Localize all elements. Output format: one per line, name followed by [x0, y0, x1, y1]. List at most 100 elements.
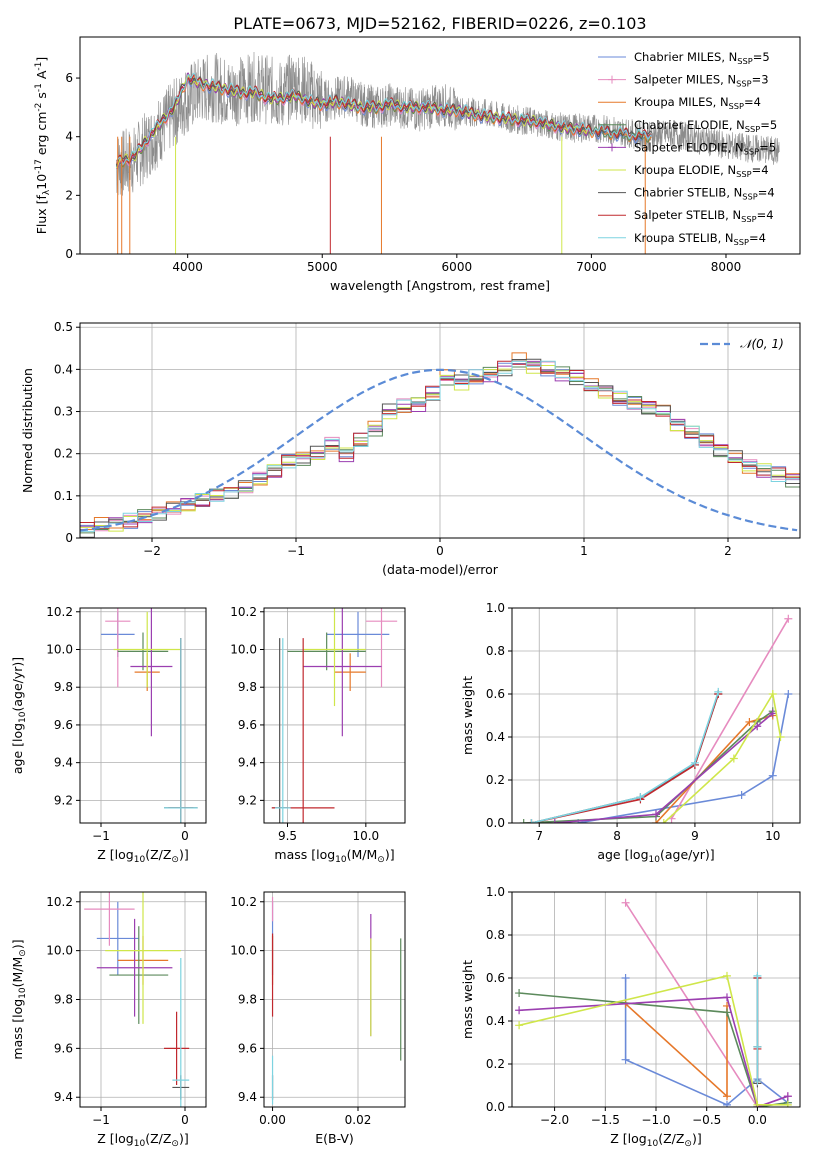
data-spectrum-line — [116, 51, 780, 196]
label-fragment: Z [log — [97, 847, 133, 862]
y-tick-label: 0.6 — [486, 971, 505, 985]
weight-marker — [621, 898, 630, 907]
y-tick-label: 9.4 — [238, 756, 257, 770]
weight-line — [554, 712, 774, 823]
label-fragment: 10 — [34, 174, 49, 190]
y-tick-label: 0 — [65, 247, 73, 261]
axes-frame — [263, 607, 406, 824]
label-fragment: Chabrier ELODIE, N — [634, 118, 745, 132]
label-fragment: A — [34, 70, 49, 83]
legend-label: Kroupa STELIB, NSSP=4 — [634, 231, 766, 247]
label-fragment: mass [log — [10, 999, 25, 1060]
y-tick-label: 0.0 — [486, 816, 505, 830]
weight-marker — [776, 733, 785, 741]
weight-marker — [527, 819, 536, 823]
y-axis-label: Flux [fλ10-17 erg cm-2 s-1 A-1] — [34, 57, 52, 235]
label-fragment: 10 — [18, 987, 28, 999]
x-tick-label: 8000 — [711, 260, 742, 274]
weight-marker — [753, 1100, 762, 1107]
weight-marker — [515, 989, 524, 998]
label-fragment: (Z/Z — [658, 1131, 684, 1146]
label-fragment: =3 — [752, 73, 769, 87]
weight-marker — [783, 1100, 792, 1107]
y-tick-label: 9.8 — [238, 993, 257, 1007]
y-tick-label: 9.6 — [238, 718, 257, 732]
plot-area — [115, 51, 780, 254]
x-axis-label: Z [log10(Z/Z⊙)] — [97, 1131, 188, 1149]
weight-marker — [659, 819, 668, 823]
model-spectrum-line — [116, 74, 592, 169]
legend-label: Salpeter ELODIE, NSSP=5 — [634, 140, 776, 156]
label-fragment: mass weight — [460, 960, 475, 1039]
y-tick-label: 9.8 — [54, 680, 73, 694]
axes-frame — [79, 36, 801, 255]
label-fragment: Salpeter ELODIE, N — [634, 140, 744, 154]
plot-area — [84, 892, 190, 1107]
weight-marker — [621, 974, 630, 982]
y-tick-label: 10.0 — [46, 642, 73, 656]
panel-spectrum: 4000 5000 6000 7000 8000 0 2 4 6 wavelength [Angs… — [34, 36, 801, 293]
legend-marker — [608, 75, 616, 84]
label-fragment: erg cm — [34, 112, 49, 160]
weight-marker — [745, 717, 754, 726]
label-fragment: )] — [385, 847, 395, 862]
label-fragment: ⊙ — [18, 949, 28, 957]
weight-line — [663, 691, 782, 823]
x-tick-label: 10.0 — [352, 829, 379, 843]
x-tick-label: −0.5 — [692, 1113, 721, 1127]
weight-marker — [722, 993, 731, 1002]
label-fragment: =5 — [753, 50, 770, 64]
label-fragment: E(B-V) — [315, 1131, 354, 1146]
histogram-step — [80, 360, 800, 538]
y-tick-label: 0.4 — [486, 1014, 505, 1028]
label-fragment: SSP — [744, 146, 759, 156]
weight-marker — [621, 1055, 630, 1064]
label-fragment: SSP — [736, 79, 751, 89]
label-fragment: SSP — [734, 237, 749, 247]
label-fragment: mass [log — [274, 847, 335, 862]
weight-marker — [784, 614, 793, 623]
x-tick-label: 0 — [436, 544, 444, 558]
label-fragment: Kroupa ELODIE, N — [634, 163, 736, 177]
label-fragment: Chabrier MILES, N — [634, 50, 737, 64]
y-axis-label: mass weight — [460, 676, 475, 755]
plot-area — [101, 608, 198, 823]
label-fragment: 10 — [134, 1139, 146, 1149]
y-tick-label: 0.6 — [486, 687, 505, 701]
y-tick-label: 9.2 — [54, 793, 73, 807]
label-fragment: =4 — [758, 186, 775, 200]
plot-area — [271, 608, 398, 823]
label-fragment: Kroupa MILES, N — [634, 95, 729, 109]
y-tick-label: 0.8 — [486, 928, 505, 942]
weight-line — [518, 974, 788, 1106]
label-fragment: -2 — [34, 103, 44, 112]
weight-marker — [722, 1092, 731, 1101]
label-fragment: (M/M — [10, 957, 25, 988]
label-fragment: age [log — [597, 847, 648, 862]
label-fragment: =4 — [749, 231, 766, 245]
label-fragment: ⊙ — [171, 855, 179, 865]
x-tick-label: 2 — [724, 544, 732, 558]
label-fragment: Salpeter MILES, N — [634, 73, 736, 87]
label-fragment: age [log — [10, 723, 25, 774]
label-fragment: 10 — [134, 855, 146, 865]
weight-marker — [753, 722, 762, 731]
x-tick-label: 0.0 — [748, 1113, 767, 1127]
label-fragment: wavelength [Angstrom, rest frame] — [330, 278, 550, 293]
x-axis-label: mass [log10(M/M⊙)] — [274, 847, 394, 865]
weight-marker — [753, 1042, 762, 1051]
y-tick-label: 9.8 — [54, 993, 73, 1007]
plot-area — [80, 352, 800, 538]
label-fragment: =4 — [744, 95, 761, 109]
y-tick-label: 9.8 — [238, 680, 257, 694]
y-axis-label: Normed distribution — [20, 368, 35, 493]
label-fragment: SSP — [737, 56, 752, 66]
x-tick-label: −1.0 — [641, 1113, 670, 1127]
x-tick-label: 7000 — [576, 260, 607, 274]
label-fragment: 10 — [18, 711, 28, 723]
label-fragment: SSP — [742, 192, 757, 202]
figure-title: PLATE=0673, MJD=52162, FIBERID=0226, z=0… — [233, 14, 646, 33]
label-fragment: Flux [f — [34, 194, 49, 234]
x-tick-label: −2 — [143, 544, 161, 558]
weight-marker — [783, 1092, 792, 1101]
